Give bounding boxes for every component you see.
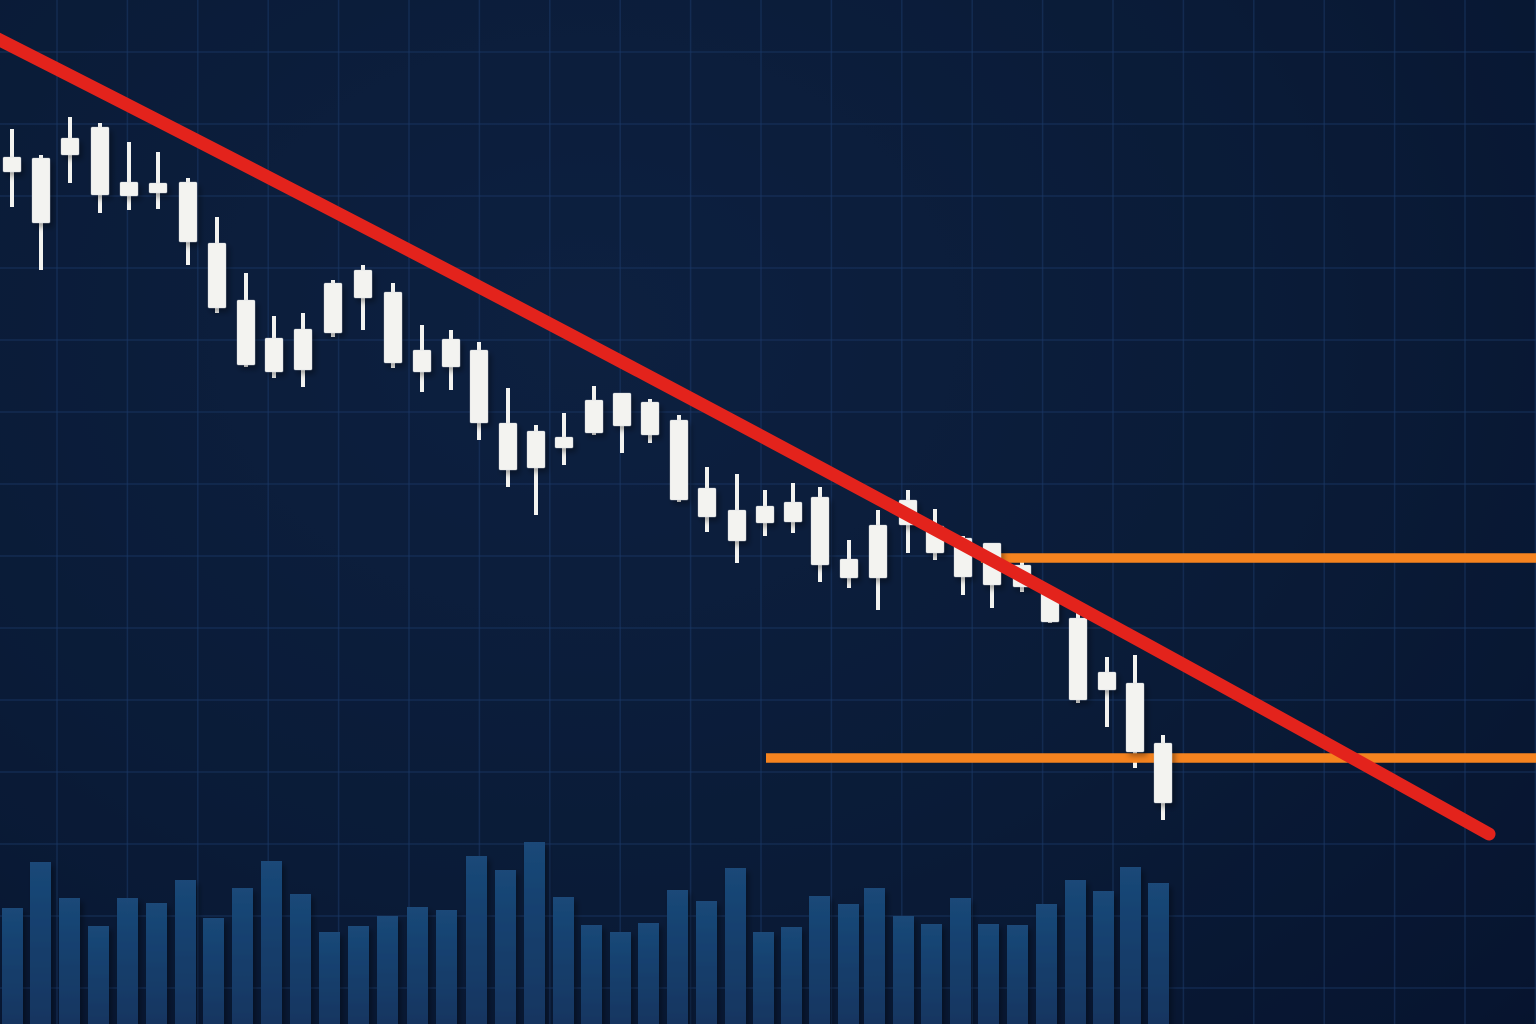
candle-body — [669, 419, 689, 501]
candle-body — [148, 182, 168, 194]
volume-bar — [319, 932, 340, 1024]
volume-bar — [725, 868, 746, 1024]
downtrend-line — [0, 32, 1496, 841]
volume-bar — [495, 870, 516, 1024]
volume-bar — [175, 880, 196, 1024]
candle-body — [441, 338, 461, 368]
support-resistance-lines — [766, 553, 1536, 763]
candle-body — [584, 399, 604, 434]
candle-body — [554, 436, 574, 449]
candle-body — [1068, 617, 1088, 701]
candle-body — [839, 558, 859, 579]
candle-body — [783, 501, 803, 523]
candle-body — [868, 524, 888, 579]
candle-body — [119, 181, 139, 197]
volume-bar — [1007, 925, 1028, 1024]
candle-body — [31, 157, 51, 224]
volume-bar — [921, 924, 942, 1024]
volume-bar — [667, 890, 688, 1024]
volume-series — [2, 842, 1169, 1024]
volume-bar — [893, 916, 914, 1024]
candle-bodies — [2, 126, 1173, 804]
candle-body — [293, 328, 313, 371]
volume-bar — [753, 932, 774, 1024]
volume-bar — [978, 924, 999, 1024]
volume-bar — [610, 932, 631, 1024]
volume-bar — [377, 916, 398, 1024]
volume-bar — [436, 910, 457, 1024]
candle-body — [412, 349, 432, 373]
candle-body — [810, 496, 830, 566]
candle-body — [264, 337, 284, 373]
candle-body — [1125, 682, 1145, 753]
volume-bar — [1148, 883, 1169, 1024]
volume-bar — [1065, 880, 1086, 1024]
volume-bar — [88, 926, 109, 1024]
volume-bar — [117, 898, 138, 1024]
volume-bar — [838, 904, 859, 1024]
volume-bar — [232, 888, 253, 1024]
volume-bar — [1036, 904, 1057, 1024]
candle-body — [178, 181, 198, 243]
candle-body — [697, 487, 717, 518]
candle-wick — [534, 425, 538, 515]
volume-bar — [864, 888, 885, 1024]
volume-bar — [407, 907, 428, 1024]
candle-body — [90, 126, 110, 196]
candle-body — [236, 299, 256, 366]
volume-bar — [809, 896, 830, 1024]
candle-body — [353, 269, 373, 299]
candle-body — [727, 509, 747, 542]
volume-bar — [524, 842, 545, 1024]
candle-body — [2, 156, 22, 173]
volume-bar — [59, 898, 80, 1024]
volume-bar — [553, 897, 574, 1024]
volume-bar — [348, 926, 369, 1024]
candle-body — [640, 401, 660, 436]
volume-bar — [950, 898, 971, 1024]
volume-bar — [1093, 891, 1114, 1024]
volume-bar — [261, 861, 282, 1024]
volume-bar — [146, 903, 167, 1024]
candle-body — [1097, 671, 1117, 691]
candle-body — [469, 349, 489, 424]
candle-wick — [1105, 657, 1109, 727]
downtrend-line-group — [0, 32, 1496, 841]
volume-bar — [696, 901, 717, 1024]
volume-bar — [30, 862, 51, 1024]
volume-bar — [290, 894, 311, 1024]
candle-body — [60, 137, 80, 156]
candle-body — [323, 282, 343, 334]
candle-wick — [127, 142, 131, 210]
candle-body — [526, 430, 546, 469]
volume-bar — [638, 923, 659, 1024]
candle-wick — [156, 152, 160, 209]
volume-bar — [203, 918, 224, 1024]
candle-body — [1153, 742, 1173, 804]
candle-body — [498, 422, 518, 471]
candle-body — [612, 392, 632, 427]
volume-bar — [2, 908, 23, 1024]
candle-body — [383, 291, 403, 364]
volume-bar — [781, 927, 802, 1024]
candle-body — [755, 505, 775, 524]
volume-bar — [466, 856, 487, 1024]
volume-bar — [1120, 867, 1141, 1024]
candle-body — [207, 242, 227, 309]
volume-bar — [581, 925, 602, 1024]
